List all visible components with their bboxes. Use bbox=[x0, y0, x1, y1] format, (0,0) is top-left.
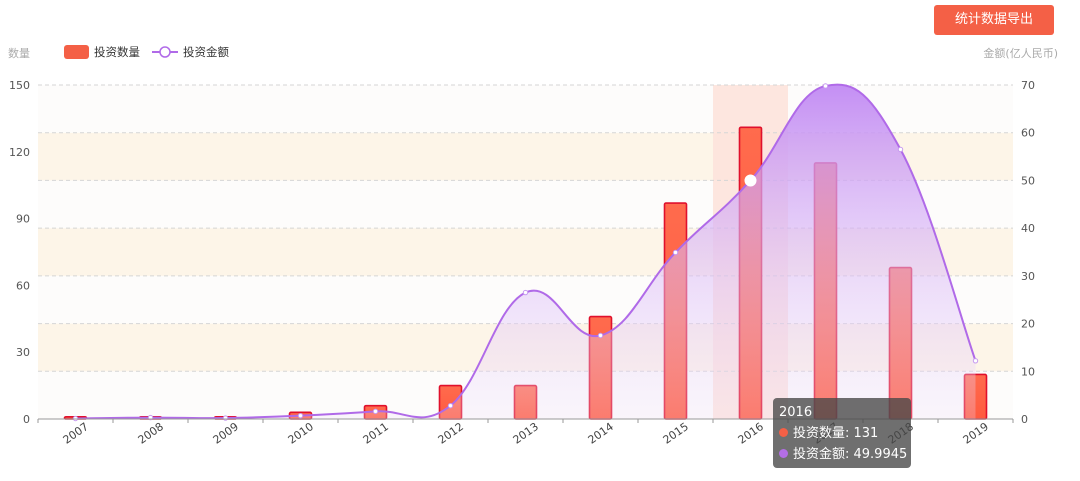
y-left-tick-label: 0 bbox=[23, 413, 30, 426]
line-area bbox=[75, 83, 977, 420]
legend-bar-label: 投资数量 bbox=[94, 45, 140, 59]
point-2013 bbox=[522, 289, 529, 296]
point-2015 bbox=[672, 249, 679, 256]
x-tick-label-2009: 2009 bbox=[211, 420, 241, 447]
y-right-axis-title: 金额(亿人民币) bbox=[983, 46, 1058, 60]
point-2014 bbox=[597, 332, 604, 339]
y-right-tick-label: 40 bbox=[1021, 222, 1035, 235]
amount-area bbox=[75, 84, 976, 419]
tooltip-dot-count bbox=[779, 428, 788, 437]
point-2017 bbox=[822, 83, 829, 89]
tooltip-title: 2016 bbox=[779, 405, 813, 420]
point-2010 bbox=[297, 412, 304, 419]
tooltip-count-text: 投资数量: 131 bbox=[793, 426, 879, 441]
y-right-tick-label: 30 bbox=[1021, 270, 1035, 283]
x-tick-label-2010: 2010 bbox=[286, 420, 316, 447]
y-right-tick-label: 50 bbox=[1021, 174, 1035, 187]
x-tick-label-2016: 2016 bbox=[736, 420, 766, 447]
legend-line-label: 投资金额 bbox=[183, 45, 229, 59]
y-left-tick-label: 30 bbox=[16, 346, 30, 359]
x-tick-label-2011: 2011 bbox=[361, 420, 391, 447]
legend-bar-swatch bbox=[64, 45, 89, 59]
y-left-tick-label: 120 bbox=[9, 146, 30, 159]
y-left-tick-label: 90 bbox=[16, 213, 30, 226]
x-tick-label-2013: 2013 bbox=[511, 420, 541, 447]
x-tick-label-2015: 2015 bbox=[661, 420, 691, 447]
legend: 投资数量 投资金额 bbox=[64, 45, 229, 59]
tooltip-dot-amount bbox=[779, 449, 788, 458]
chart-tooltip: 2016 投资数量: 131 投资金额: 49.9945 bbox=[773, 398, 911, 468]
line-points bbox=[72, 83, 979, 422]
y-left-axis-title: 数量 bbox=[8, 47, 30, 60]
tooltip-row-count: 投资数量: 131 bbox=[779, 423, 905, 444]
y-left-tick-label: 150 bbox=[9, 79, 30, 92]
legend-line-marker bbox=[159, 46, 171, 58]
y-right-tick-label: 20 bbox=[1021, 318, 1035, 331]
point-2011 bbox=[372, 408, 379, 415]
point-2018 bbox=[897, 146, 904, 153]
y-right-tick-label: 0 bbox=[1021, 413, 1028, 426]
x-tick-label-2012: 2012 bbox=[436, 420, 466, 447]
point-2016 bbox=[744, 174, 757, 187]
tooltip-row-amount: 投资金额: 49.9945 bbox=[779, 444, 908, 465]
y-right-tick-label: 70 bbox=[1021, 79, 1035, 92]
amount-line bbox=[75, 83, 977, 420]
point-2019 bbox=[972, 358, 979, 364]
x-tick-label-2019: 2019 bbox=[961, 420, 991, 447]
point-2009 bbox=[222, 415, 229, 421]
x-tick-label-2014: 2014 bbox=[586, 420, 616, 447]
y-right-tick-label: 60 bbox=[1021, 127, 1035, 140]
y-left-tick-label: 60 bbox=[16, 279, 30, 292]
y-right-tick-label: 10 bbox=[1021, 365, 1035, 378]
x-tick-label-2008: 2008 bbox=[136, 420, 166, 447]
tooltip-amount-text: 投资金额: 49.9945 bbox=[793, 447, 908, 462]
export-data-button[interactable]: 统计数据导出 bbox=[934, 5, 1054, 35]
x-tick-label-2007: 2007 bbox=[61, 420, 91, 447]
point-2012 bbox=[447, 402, 454, 409]
